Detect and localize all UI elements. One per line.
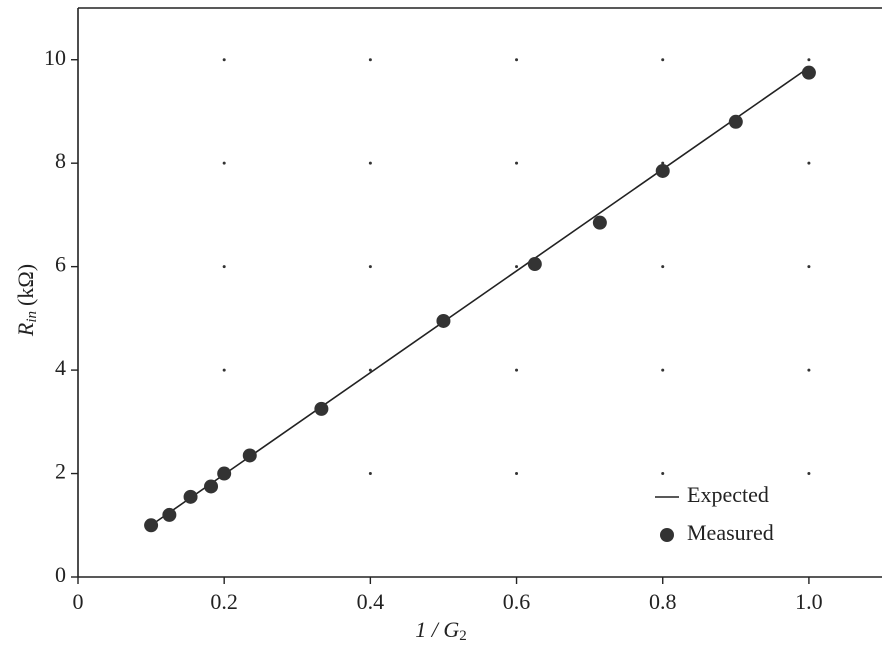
y-tick-label: 6: [55, 252, 66, 277]
chart: 1 / G2 Rin(kΩ) 00.20.40.60.81.00246810Ex…: [0, 0, 882, 650]
grid-dot: [515, 472, 518, 475]
grid-dot: [515, 369, 518, 372]
grid-dot: [369, 472, 372, 475]
grid-dot: [661, 472, 664, 475]
grid-dot: [369, 265, 372, 268]
x-label-text: 1 / G: [415, 617, 459, 642]
grid-dot: [807, 58, 810, 61]
measured-point: [436, 314, 450, 328]
y-tick-label: 8: [55, 148, 66, 173]
measured-point: [528, 257, 542, 271]
measured-point: [217, 467, 231, 481]
grid-dot: [223, 162, 226, 165]
x-tick-label: 0: [73, 589, 84, 614]
measured-point: [162, 508, 176, 522]
measured-point: [802, 66, 816, 80]
measured-point: [314, 402, 328, 416]
x-axis-label: 1 / G2: [415, 617, 467, 644]
y-tick-label: 10: [44, 45, 66, 70]
legend-label: Expected: [687, 482, 769, 507]
grid-dot: [369, 162, 372, 165]
x-tick-label: 0.8: [649, 589, 677, 614]
grid-dot: [807, 265, 810, 268]
measured-point: [243, 448, 257, 462]
y-tick-label: 0: [55, 562, 66, 587]
grid-dot: [807, 162, 810, 165]
grid-dot: [369, 58, 372, 61]
x-tick-label: 1.0: [795, 589, 823, 614]
legend-label: Measured: [687, 520, 774, 545]
grid-dot: [661, 369, 664, 372]
grid-dot: [223, 58, 226, 61]
grid-dot: [661, 265, 664, 268]
grid-dot: [223, 265, 226, 268]
y-label-text: R: [13, 322, 38, 337]
x-tick-label: 0.4: [357, 589, 385, 614]
y-tick-label: 2: [55, 459, 66, 484]
legend-marker: [660, 528, 674, 542]
y-label-sub: in: [24, 311, 40, 323]
measured-point: [204, 479, 218, 493]
measured-point: [184, 490, 198, 504]
measured-point: [593, 216, 607, 230]
measured-point: [656, 164, 670, 178]
x-tick-label: 0.2: [210, 589, 238, 614]
grid-dot: [807, 369, 810, 372]
grid-dot: [661, 58, 664, 61]
x-label-sub: 2: [459, 628, 467, 644]
grid-dot: [515, 265, 518, 268]
x-tick-label: 0.6: [503, 589, 531, 614]
grid-dot: [807, 472, 810, 475]
y-label-unit: (kΩ): [13, 264, 38, 306]
measured-point: [729, 115, 743, 129]
y-tick-label: 4: [55, 355, 66, 380]
grid-dot: [223, 369, 226, 372]
grid-dot: [515, 58, 518, 61]
grid-dot: [515, 162, 518, 165]
measured-point: [144, 518, 158, 532]
y-axis-label: Rin (kΩ): [13, 264, 40, 337]
